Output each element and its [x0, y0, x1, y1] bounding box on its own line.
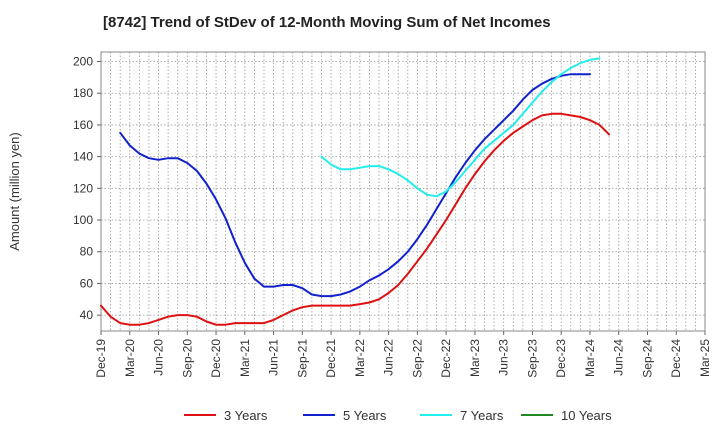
- x-tick-label: Sep-20: [180, 339, 194, 378]
- x-tick-label: Dec-20: [209, 339, 223, 378]
- x-tick-label: Mar-23: [468, 339, 482, 377]
- y-tick-label: 140: [73, 150, 93, 164]
- x-tick-label: Sep-21: [295, 339, 309, 378]
- legend-label-10-years: 10 Years: [561, 408, 612, 423]
- series-line-3-years: [100, 112, 611, 326]
- x-tick-label: Jun-21: [267, 339, 281, 376]
- x-tick-label: Sep-23: [525, 339, 539, 378]
- legend-label-7-years: 7 Years: [460, 408, 504, 423]
- x-tick-label: Mar-21: [238, 339, 252, 377]
- y-tick-label: 40: [80, 308, 94, 322]
- y-axis-title: Amount (million yen): [7, 132, 22, 251]
- plot-area: [101, 52, 705, 331]
- y-tick-label: 100: [73, 213, 93, 227]
- y-tick-label: 80: [80, 245, 94, 259]
- x-tick-label: Dec-19: [94, 339, 108, 378]
- y-tick-label: 180: [73, 86, 93, 100]
- x-tick-label: Sep-22: [410, 339, 424, 378]
- x-tick-label: Dec-23: [554, 339, 568, 378]
- y-tick-label: 120: [73, 181, 93, 195]
- legend-label-3-years: 3 Years: [224, 408, 268, 423]
- chart-title: [8742] Trend of StDev of 12-Month Moving…: [103, 14, 551, 31]
- x-tick-label: Mar-25: [698, 339, 712, 377]
- x-tick-label: Mar-20: [123, 339, 137, 377]
- x-tick-label: Sep-24: [640, 339, 654, 378]
- y-tick-label: 60: [80, 276, 94, 290]
- series-line-7-years: [320, 57, 601, 198]
- x-tick-label: Jun-20: [152, 339, 166, 376]
- x-tick-label: Mar-24: [583, 339, 597, 377]
- x-tick-label: Jun-24: [612, 339, 626, 376]
- series-line-5-years: [119, 73, 591, 298]
- x-tick-label: Jun-23: [497, 339, 511, 376]
- y-tick-label: 200: [73, 55, 93, 69]
- x-tick-label: Dec-21: [324, 339, 338, 378]
- x-tick-label: Mar-22: [353, 339, 367, 377]
- legend-label-5-years: 5 Years: [343, 408, 387, 423]
- plot-frame: [100, 51, 706, 332]
- x-tick-label: Dec-22: [439, 339, 453, 378]
- x-tick-label: Dec-24: [669, 339, 683, 378]
- y-tick-label: 160: [73, 118, 93, 132]
- x-tick-label: Jun-22: [382, 339, 396, 376]
